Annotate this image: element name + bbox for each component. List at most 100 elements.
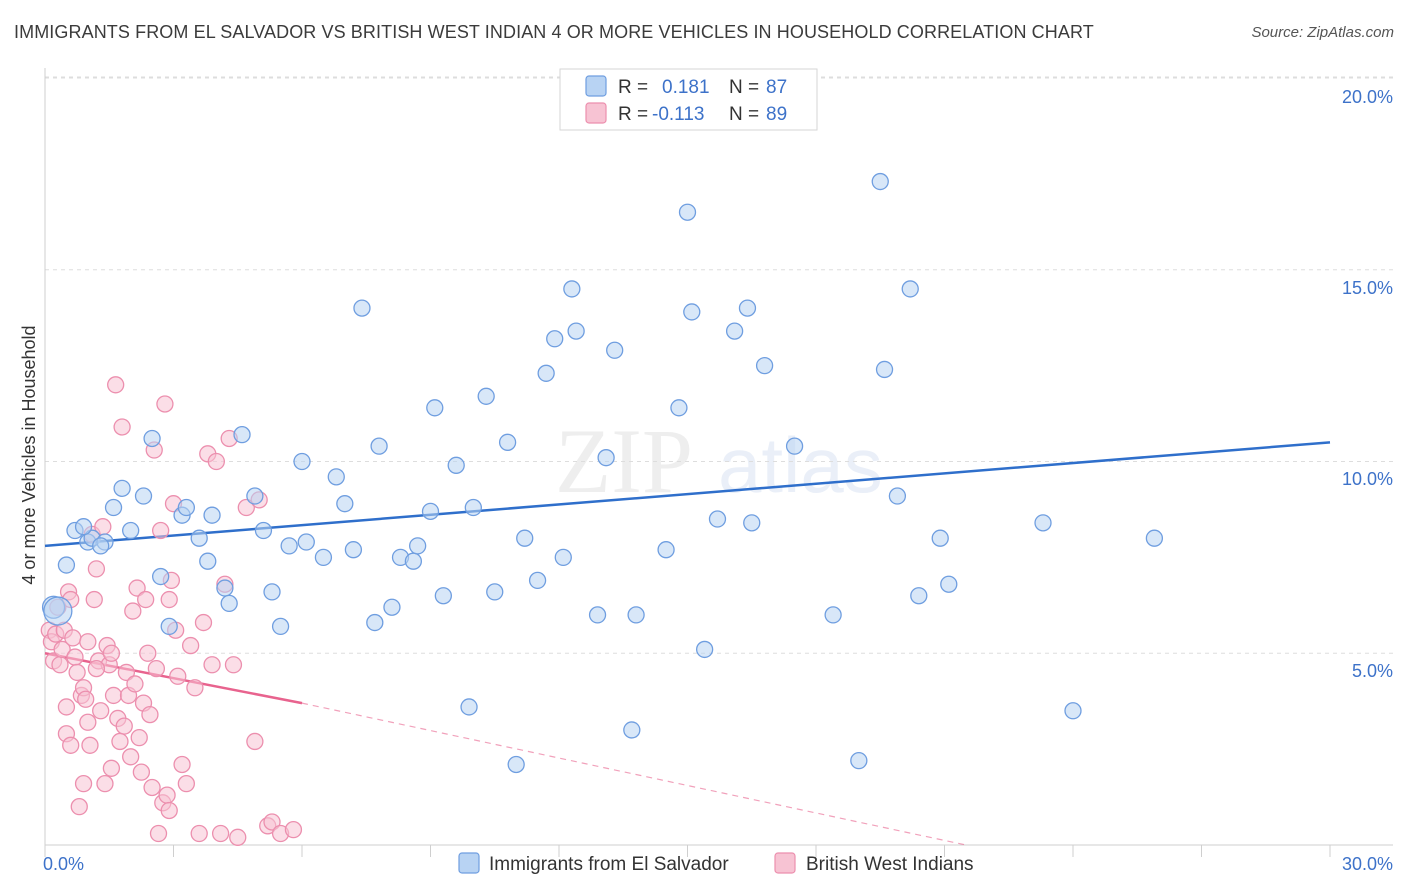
point-pink bbox=[207, 452, 225, 471]
point-blue bbox=[627, 606, 645, 624]
point-blue bbox=[1064, 702, 1082, 720]
point-pink bbox=[81, 736, 99, 754]
point-blue bbox=[1145, 529, 1164, 547]
point-blue bbox=[233, 426, 251, 444]
point-pink bbox=[96, 774, 114, 793]
point-blue bbox=[434, 587, 453, 605]
point-blue bbox=[850, 751, 868, 770]
point-blue bbox=[738, 299, 757, 317]
point-blue bbox=[92, 537, 110, 555]
y-tick-label-15: 15.0% bbox=[1342, 278, 1393, 298]
point-pink bbox=[113, 418, 131, 436]
point-blue bbox=[57, 556, 76, 574]
point-blue bbox=[134, 487, 153, 505]
axes bbox=[44, 68, 1393, 857]
bottom-legend-label-pink: British West Indians bbox=[806, 854, 974, 875]
point-pink bbox=[173, 755, 191, 774]
point-pink bbox=[263, 813, 281, 831]
point-pink bbox=[177, 774, 196, 793]
point-blue bbox=[370, 437, 388, 455]
point-blue bbox=[563, 280, 581, 298]
point-pink bbox=[92, 702, 110, 720]
point-pink bbox=[181, 636, 200, 655]
point-pink bbox=[102, 644, 121, 662]
point-blue bbox=[871, 172, 889, 191]
legend-r-label-blue: R = bbox=[618, 77, 648, 98]
series-british-west-indians bbox=[40, 376, 303, 846]
y-tick-label-10: 10.0% bbox=[1342, 469, 1393, 489]
y-tick-label-5: 5.0% bbox=[1352, 661, 1393, 681]
point-blue bbox=[606, 341, 624, 359]
point-blue bbox=[901, 280, 919, 298]
point-blue bbox=[537, 364, 555, 382]
bottom-legend: Immigrants from El Salvador British West… bbox=[458, 852, 974, 875]
point-pink bbox=[111, 732, 129, 751]
point-pink bbox=[186, 679, 204, 697]
point-blue bbox=[246, 487, 264, 505]
point-pink bbox=[160, 590, 178, 609]
point-blue bbox=[931, 529, 949, 547]
legend-n-value-blue: 87 bbox=[766, 77, 787, 98]
point-pink bbox=[77, 690, 95, 708]
data-points bbox=[40, 172, 1164, 846]
source-credit: Source: ZipAtlas.com bbox=[1251, 24, 1394, 41]
point-blue bbox=[220, 594, 238, 613]
legend-n-value-pink: 89 bbox=[766, 104, 787, 125]
point-pink bbox=[237, 498, 255, 517]
point-pink bbox=[147, 659, 166, 678]
legend-r-label-pink: R = bbox=[618, 104, 648, 125]
point-pink bbox=[104, 686, 123, 705]
point-pink bbox=[194, 613, 213, 632]
point-blue bbox=[43, 596, 73, 626]
legend-swatch-pink bbox=[585, 102, 607, 124]
point-blue bbox=[151, 567, 170, 586]
point-pink bbox=[124, 602, 142, 620]
bottom-legend-swatch-blue bbox=[458, 852, 480, 874]
bottom-legend-swatch-pink bbox=[774, 852, 796, 874]
point-pink bbox=[117, 663, 136, 682]
point-blue bbox=[1034, 514, 1052, 532]
point-blue bbox=[280, 537, 298, 555]
point-blue bbox=[460, 698, 478, 716]
point-blue bbox=[190, 529, 208, 547]
point-blue bbox=[447, 456, 465, 474]
point-pink bbox=[156, 395, 174, 413]
point-pink bbox=[169, 667, 187, 685]
point-blue bbox=[567, 322, 585, 340]
point-blue bbox=[314, 548, 333, 567]
point-blue bbox=[588, 606, 607, 624]
watermark-atlas: atlas bbox=[718, 421, 883, 509]
point-pink bbox=[224, 656, 243, 674]
point-blue bbox=[426, 399, 444, 417]
point-blue bbox=[546, 330, 564, 348]
grid bbox=[45, 76, 1393, 654]
legend: R = 0.181 N = 87 R = -0.113 N = 89 bbox=[559, 68, 818, 131]
point-blue bbox=[743, 514, 761, 532]
point-blue bbox=[597, 449, 615, 467]
point-pink bbox=[158, 786, 176, 804]
point-pink bbox=[211, 824, 230, 843]
point-blue bbox=[216, 579, 234, 597]
point-blue bbox=[74, 518, 93, 536]
series-el-salvador bbox=[41, 172, 1164, 774]
point-blue bbox=[122, 521, 140, 540]
point-pink bbox=[139, 644, 157, 662]
point-blue bbox=[725, 322, 744, 340]
point-blue bbox=[254, 521, 273, 540]
point-pink bbox=[122, 748, 140, 766]
point-blue bbox=[408, 537, 427, 555]
point-pink bbox=[128, 579, 146, 597]
point-blue bbox=[113, 479, 131, 497]
point-pink bbox=[68, 663, 86, 682]
point-blue bbox=[670, 399, 688, 417]
point-pink bbox=[74, 774, 93, 793]
point-blue bbox=[657, 541, 675, 559]
point-pink bbox=[57, 698, 76, 716]
point-pink bbox=[229, 828, 247, 846]
point-blue bbox=[160, 617, 178, 636]
point-pink bbox=[143, 778, 161, 797]
point-blue bbox=[104, 498, 123, 517]
point-pink bbox=[79, 713, 97, 731]
y-tick-labels: 5.0% 10.0% 15.0% 20.0% bbox=[1342, 87, 1393, 681]
point-pink bbox=[70, 798, 88, 816]
